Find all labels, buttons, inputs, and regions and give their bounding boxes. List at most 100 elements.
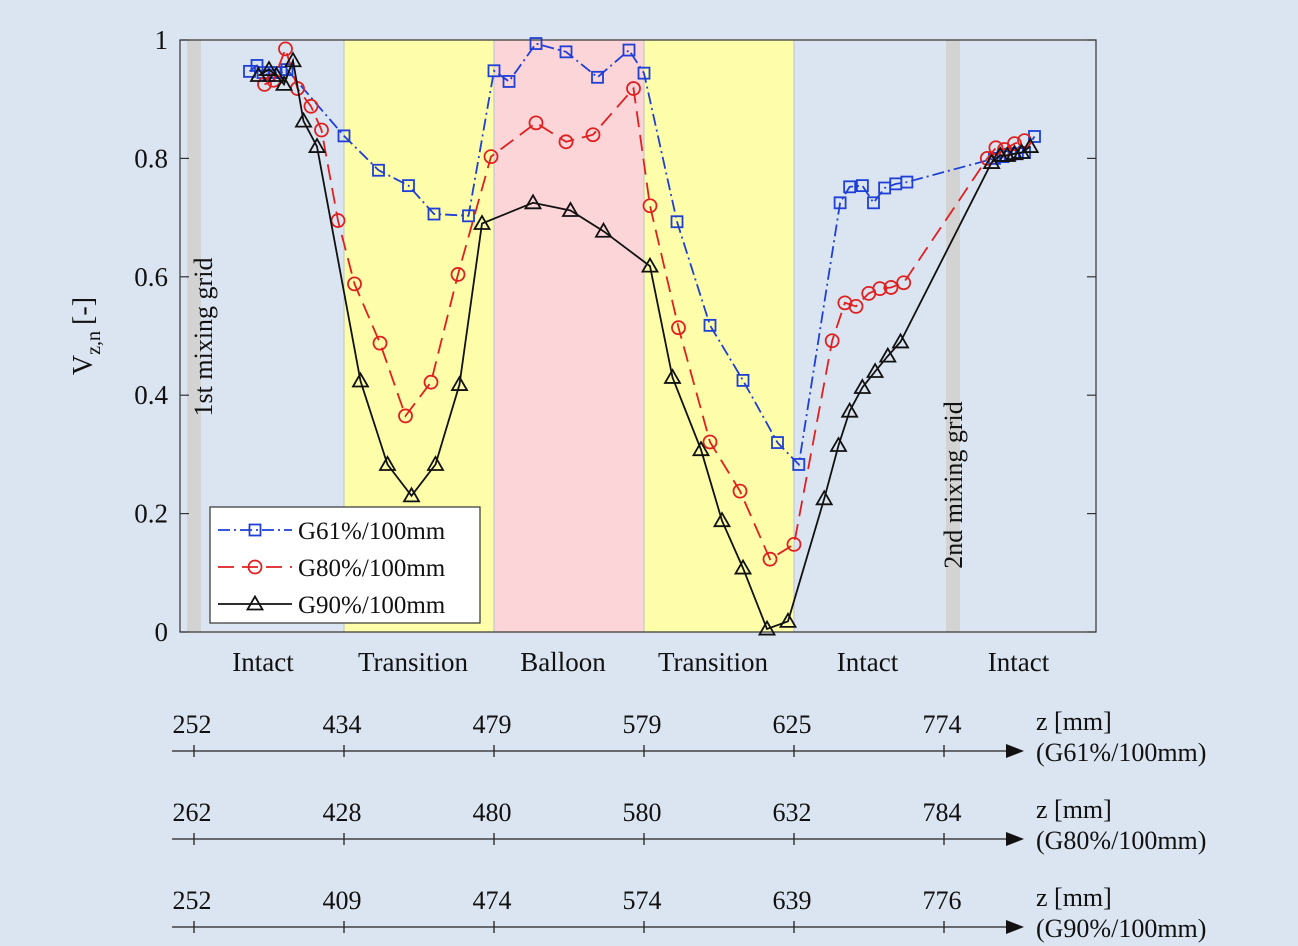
series-2-point-5 [294,111,313,128]
y-tick-label-1: 0.2 [134,499,168,529]
mixing-grid-bar-1 [946,40,960,632]
series-2-point-25 [840,401,859,418]
series-0-point-25 [843,180,857,194]
z-axis-2-tick-label-3: 574 [623,886,662,915]
region-label-0: Intact [232,647,294,677]
z-axis-0-tick-label-0: 252 [173,710,212,739]
series-1-point-13 [528,115,544,131]
region-labels: Intact Transition Balloon Transition Intact I… [232,647,1049,677]
series-layer [243,37,1041,636]
region-3 [644,40,794,632]
z-axis-1-tick-label-3: 580 [623,798,662,827]
region-label-4: Intact [837,647,899,677]
z-axis-1: 262 428 480 580 632 784 z [mm](G80%/100mm) [172,795,1206,855]
legend-label-0: G61%/100mm [298,518,446,545]
y-tick-label-4: 0.8 [134,143,168,173]
z-axis-2-tick-label-5: 776 [923,886,962,915]
z-axes: 252 434 479 579 625 774 z [mm](G61%/100mm) 262 4… [172,707,1206,943]
series-0-point-21 [736,373,750,387]
legend-label-2: G90%/100mm [298,592,446,619]
z-axis-0-tick-label-2: 479 [473,710,512,739]
series-1-point-17 [642,198,658,214]
series-1-point-5 [314,122,329,138]
series-2-point-10 [426,455,445,471]
mixing-grid-label-0: 1st mixing grid [189,258,218,417]
z-axis-2: 252 409 474 574 639 776 z [mm](G90%/100mm) [172,883,1206,943]
legend-marker-2 [245,594,265,611]
z-axis-1-tick-label-0: 262 [173,798,212,827]
mixing-grid-label-1: 2nd mixing grid [939,401,968,569]
series-1-point-9 [398,408,413,424]
z-axis-unit-1: z [mm] [1036,795,1112,824]
series-0-point-11 [462,209,475,223]
series-2-point-32 [998,146,1017,162]
series-2-point-9 [402,486,421,503]
y-tick-label-5: 1 [155,25,169,55]
series-2-point-22 [778,612,798,628]
series-2-point-15 [594,221,613,238]
z-axis-series-1: (G80%/100mm) [1036,826,1206,855]
series-2-point-11 [450,375,469,391]
series-2-point-19 [712,511,732,528]
series-0-point-16 [591,70,604,84]
series-1-point-21 [762,551,778,567]
series-0 [243,37,1041,471]
series-0-point-27 [867,196,880,210]
series-2-point-8 [378,455,397,471]
series-1-point-20 [732,483,748,499]
region-bands [180,40,1096,632]
series-2 [249,51,1040,636]
series-1-point-7 [347,276,362,292]
series-0-point-26 [855,179,869,193]
series-0-point-18 [637,66,651,80]
series-0-point-17 [622,43,636,57]
region-label-5: Intact [988,647,1050,677]
series-0-point-13 [502,75,516,88]
z-axis-arrow-1 [1006,832,1024,846]
y-tick-label-2: 0.4 [134,380,168,410]
z-axis-2-tick-label-2: 474 [473,886,512,915]
series-0-point-20 [703,318,717,332]
series-0-point-14 [529,37,543,50]
z-axis-arrow-2 [1006,920,1024,934]
series-0-point-7 [337,129,351,143]
series-1-point-16 [626,81,641,96]
series-0-point-15 [559,45,573,59]
y-tick-label-3: 0.6 [134,262,168,292]
z-axis-series-0: (G61%/100mm) [1036,738,1206,767]
series-2-point-17 [663,368,682,384]
series-1-point-11 [450,267,466,282]
z-axis-1-tick-label-2: 480 [473,798,512,827]
series-0-point-10 [427,207,441,221]
series-1-point-18 [671,320,686,336]
series-2-point-20 [733,558,753,575]
z-axis-arrow-0 [1006,744,1024,758]
z-axis-0: 252 434 479 579 625 774 z [mm](G61%/100mm) [172,707,1206,767]
z-axis-unit-2: z [mm] [1036,883,1112,912]
series-2-point-18 [691,440,711,457]
series-2-point-3 [274,75,294,91]
series-1-point-8 [372,335,388,351]
series-1-point-2 [278,41,293,57]
series-0-point-9 [402,179,415,193]
region-label-3: Transition [658,647,769,677]
series-2-point-35 [1021,137,1040,153]
series-2-point-16 [640,256,660,273]
series-0-point-30 [900,175,914,189]
series-1-point-33 [1007,136,1022,152]
series-0-point-12 [487,64,501,78]
series-2-point-26 [853,378,872,394]
region-4 [794,40,953,632]
region-label-1: Transition [358,647,469,677]
mixing-grids: 1st mixing grid 2nd mixing grid [187,40,968,632]
y-axis-label: Vz,n[-] [68,297,105,375]
region-label-2: Balloon [520,647,606,677]
y-tick-label-0: 0 [155,617,169,647]
series-0-point-8 [372,163,385,177]
z-axis-0-tick-label-4: 625 [773,710,812,739]
series-2-point-1 [259,60,279,76]
series-0-point-23 [792,458,806,471]
z-axis-1-tick-label-5: 784 [923,798,962,827]
series-2-point-23 [815,489,834,506]
